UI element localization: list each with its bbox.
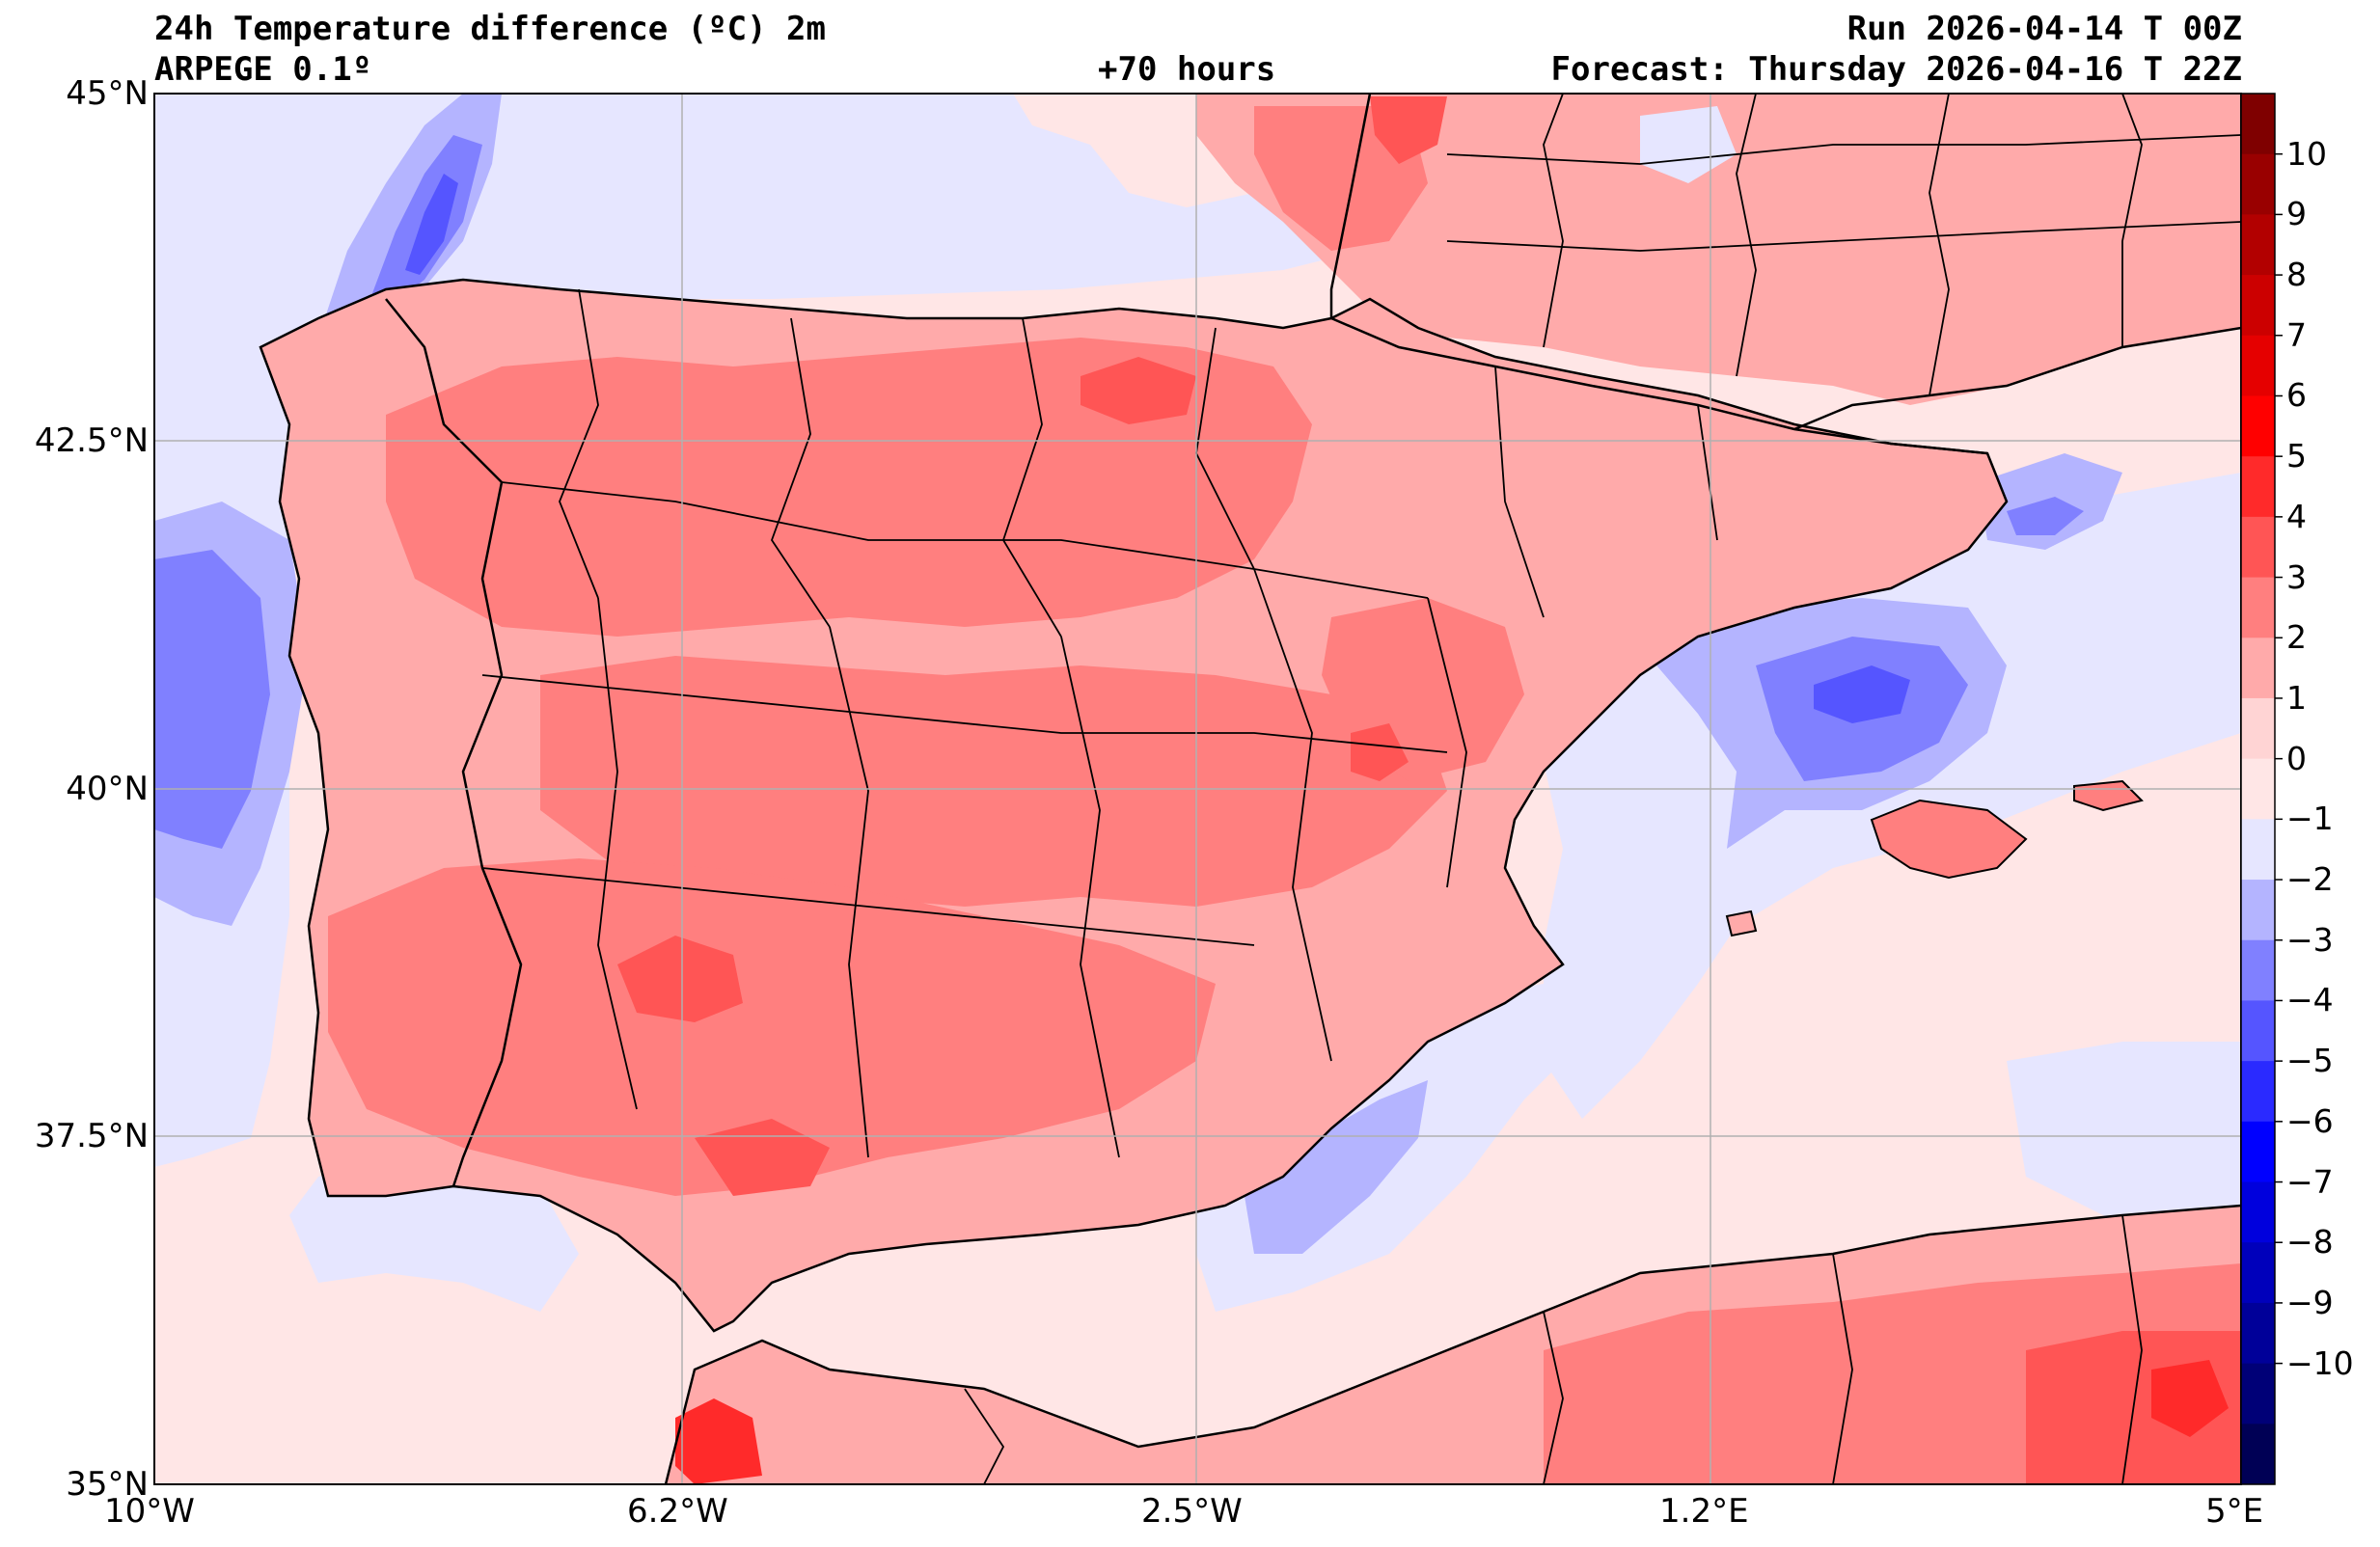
colorbar-swatch [2241, 638, 2275, 699]
colorbar-label: −8 [2286, 1223, 2334, 1262]
hot-spot-1 [617, 936, 743, 1022]
hot-spot-4 [1351, 723, 1409, 781]
colorbar-label: −3 [2286, 920, 2334, 959]
portugal-border [385, 298, 523, 1187]
warm-zone-center [540, 656, 1447, 907]
model-label: ARPEGE 0.1º [154, 50, 372, 89]
run-label: Run 2026-04-14 T 00Z [1847, 10, 2242, 48]
mallorca [1872, 801, 2026, 878]
colorbar-frame [2240, 93, 2276, 1485]
colorbar-swatch [2241, 1000, 2275, 1062]
colorbar-label: 1 [2286, 678, 2307, 717]
colorbar-swatch [2241, 275, 2275, 337]
colorbar-swatch [2241, 577, 2275, 638]
map-title: 24h Temperature difference (ºC) 2m [154, 10, 826, 48]
lat-label-40n: 40°N [66, 770, 149, 808]
hot-spot-2 [695, 1119, 830, 1196]
colorbar-label: −4 [2286, 981, 2334, 1019]
tunisia-sea-cool [2007, 1042, 2241, 1225]
france-hot [1370, 96, 1447, 164]
lon-label-25w: 2.5°W [1141, 1492, 1243, 1531]
warm-zone-south [328, 858, 1216, 1196]
morocco-hot-spot [675, 1398, 762, 1484]
tunisia-hot-spot [2151, 1360, 2229, 1437]
lat-label-375n: 37.5°N [34, 1117, 149, 1155]
cold-patch-gulf-lion-core [2007, 497, 2084, 535]
hot-spot-3 [1081, 357, 1196, 424]
cold-patch-biscay-deep [405, 174, 458, 275]
forecast-label: Forecast: Thursday 2026-04-16 T 22Z [1550, 50, 2242, 89]
ibiza-coast [1725, 909, 1758, 937]
colorbar-swatch [2241, 456, 2275, 518]
colorbar-label: −2 [2286, 860, 2334, 899]
colorbar-swatch [2241, 1302, 2275, 1365]
colorbar-label: 0 [2286, 739, 2307, 777]
colorbar-swatch [2241, 1181, 2275, 1243]
map-area [154, 94, 2241, 1484]
colorbar-label: −7 [2286, 1162, 2334, 1201]
colorbar-swatch [2241, 335, 2275, 396]
france-borders [1446, 94, 2241, 396]
menorca-coast [2073, 779, 2144, 812]
colorbar-swatch [2241, 153, 2275, 215]
colorbar-swatch [2241, 880, 2275, 941]
colorbar-swatch [2241, 939, 2275, 1001]
colorbar-label: 7 [2286, 315, 2307, 354]
lon-label-10w: 10°W [104, 1492, 195, 1531]
colorbar-swatch [2241, 1061, 2275, 1123]
colorbar-swatch [2241, 395, 2275, 457]
colorbar-swatch [2241, 516, 2275, 579]
colorbar-label: 10 [2286, 134, 2327, 173]
france-coastline [1329, 94, 2241, 431]
lat-label-45n: 45°N [66, 74, 149, 113]
colorbar [2241, 94, 2283, 1485]
colorbar-label: −5 [2286, 1042, 2334, 1080]
cold-patch-galicia-west-core [154, 550, 270, 849]
lon-label-5e: 5°E [2205, 1492, 2264, 1531]
colorbar-swatch [2241, 1242, 2275, 1304]
colorbar-label: 6 [2286, 376, 2307, 415]
lead-time-label: +70 hours [1098, 50, 1276, 89]
colorbar-swatch [2241, 819, 2275, 881]
colorbar-label: 9 [2286, 195, 2307, 233]
cold-patch-balearic-deep [1814, 665, 1910, 723]
ibiza [1727, 911, 1756, 936]
colorbar-swatch [2241, 94, 2275, 155]
colorbar-label: 3 [2286, 557, 2307, 596]
colorbar-swatch [2241, 1121, 2275, 1183]
lat-label-35n: 35°N [66, 1465, 149, 1504]
colorbar-label: 4 [2286, 497, 2307, 535]
colorbar-label: −1 [2286, 800, 2334, 838]
lon-label-62w: 6.2°W [627, 1492, 728, 1531]
colorbar-swatch [2241, 214, 2275, 276]
colorbar-swatch [2241, 1424, 2275, 1485]
lat-label-425n: 42.5°N [34, 421, 149, 460]
iberia-coastline [259, 278, 2009, 1333]
colorbar-swatch [2241, 697, 2275, 760]
lon-label-12e: 1.2°E [1659, 1492, 1749, 1531]
colorbar-label: −6 [2286, 1101, 2334, 1140]
cold-patch-alboran [1245, 1080, 1428, 1254]
colorbar-label: −9 [2286, 1283, 2334, 1321]
africa-coastline [664, 1204, 2241, 1484]
atlantic-cool-zone [154, 94, 1360, 1167]
colorbar-swatch [2241, 1363, 2275, 1425]
france-cool [1640, 106, 1737, 183]
colorbar-label: 8 [2286, 256, 2307, 294]
colorbar-label: −10 [2286, 1343, 2354, 1382]
warm-zone-north [386, 338, 1312, 637]
africa-borders [964, 1214, 2143, 1484]
colorbar-label: 5 [2286, 437, 2307, 475]
mallorca-coast [1870, 799, 2028, 880]
france [1196, 94, 2241, 405]
colorbar-label: 2 [2286, 618, 2307, 657]
gridlines [154, 94, 2241, 1484]
colorbar-swatch [2241, 758, 2275, 820]
